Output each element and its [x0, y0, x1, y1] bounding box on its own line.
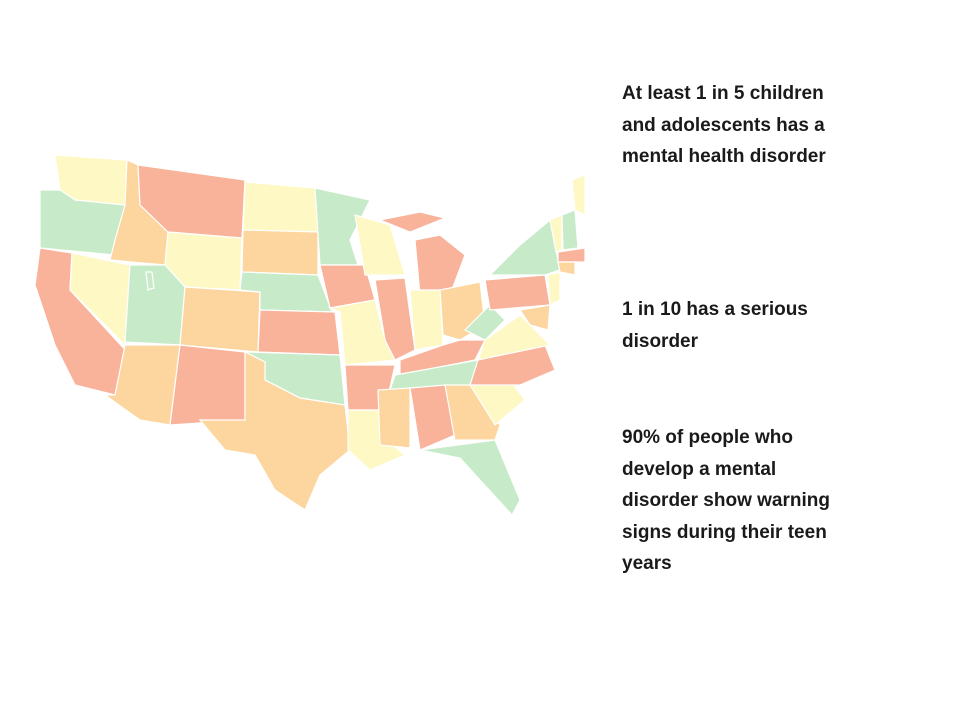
- state: [145, 271, 155, 291]
- state: [314, 187, 371, 266]
- statement-line: disorder: [622, 330, 699, 352]
- statement: At least 1 in 5 children and adolescents …: [622, 78, 826, 173]
- state: [549, 214, 563, 253]
- state: [242, 181, 319, 233]
- statement-line: At least 1 in 5 children: [622, 83, 824, 104]
- statement: 1 in 10 has a serious disorder: [622, 294, 808, 357]
- state: [124, 264, 186, 346]
- state: [354, 214, 406, 276]
- state: [444, 384, 501, 441]
- state: [518, 304, 551, 331]
- state: [414, 234, 466, 296]
- state: [241, 229, 319, 276]
- state: [477, 314, 552, 361]
- statement-line: signs during their teen: [622, 521, 827, 543]
- state: [488, 218, 561, 276]
- statement-line: years: [622, 553, 672, 574]
- statement-line: 1 in 10 has a serious: [622, 299, 808, 320]
- state: [257, 309, 341, 356]
- statement-line: disorder show warning: [622, 490, 830, 511]
- state: [557, 247, 586, 263]
- state: [179, 286, 261, 353]
- state: [377, 387, 411, 449]
- state: [374, 277, 416, 361]
- statement-line: 90% of people who: [622, 427, 794, 448]
- state: [377, 211, 447, 233]
- statement: 90% of people who develop a mental disorde…: [622, 422, 830, 580]
- statement-line: mental health disorder: [622, 146, 826, 167]
- us-map: [34, 154, 586, 517]
- state: [409, 289, 444, 351]
- state: [561, 209, 579, 251]
- state: [547, 271, 561, 306]
- state: [419, 439, 521, 517]
- state: [557, 261, 576, 276]
- state: [571, 174, 586, 216]
- statement-line: develop a mental: [622, 458, 777, 480]
- state: [463, 304, 506, 341]
- statement-line: and adolescents has a: [622, 114, 825, 136]
- state: [484, 274, 551, 311]
- state: [169, 344, 246, 426]
- states: [34, 154, 586, 517]
